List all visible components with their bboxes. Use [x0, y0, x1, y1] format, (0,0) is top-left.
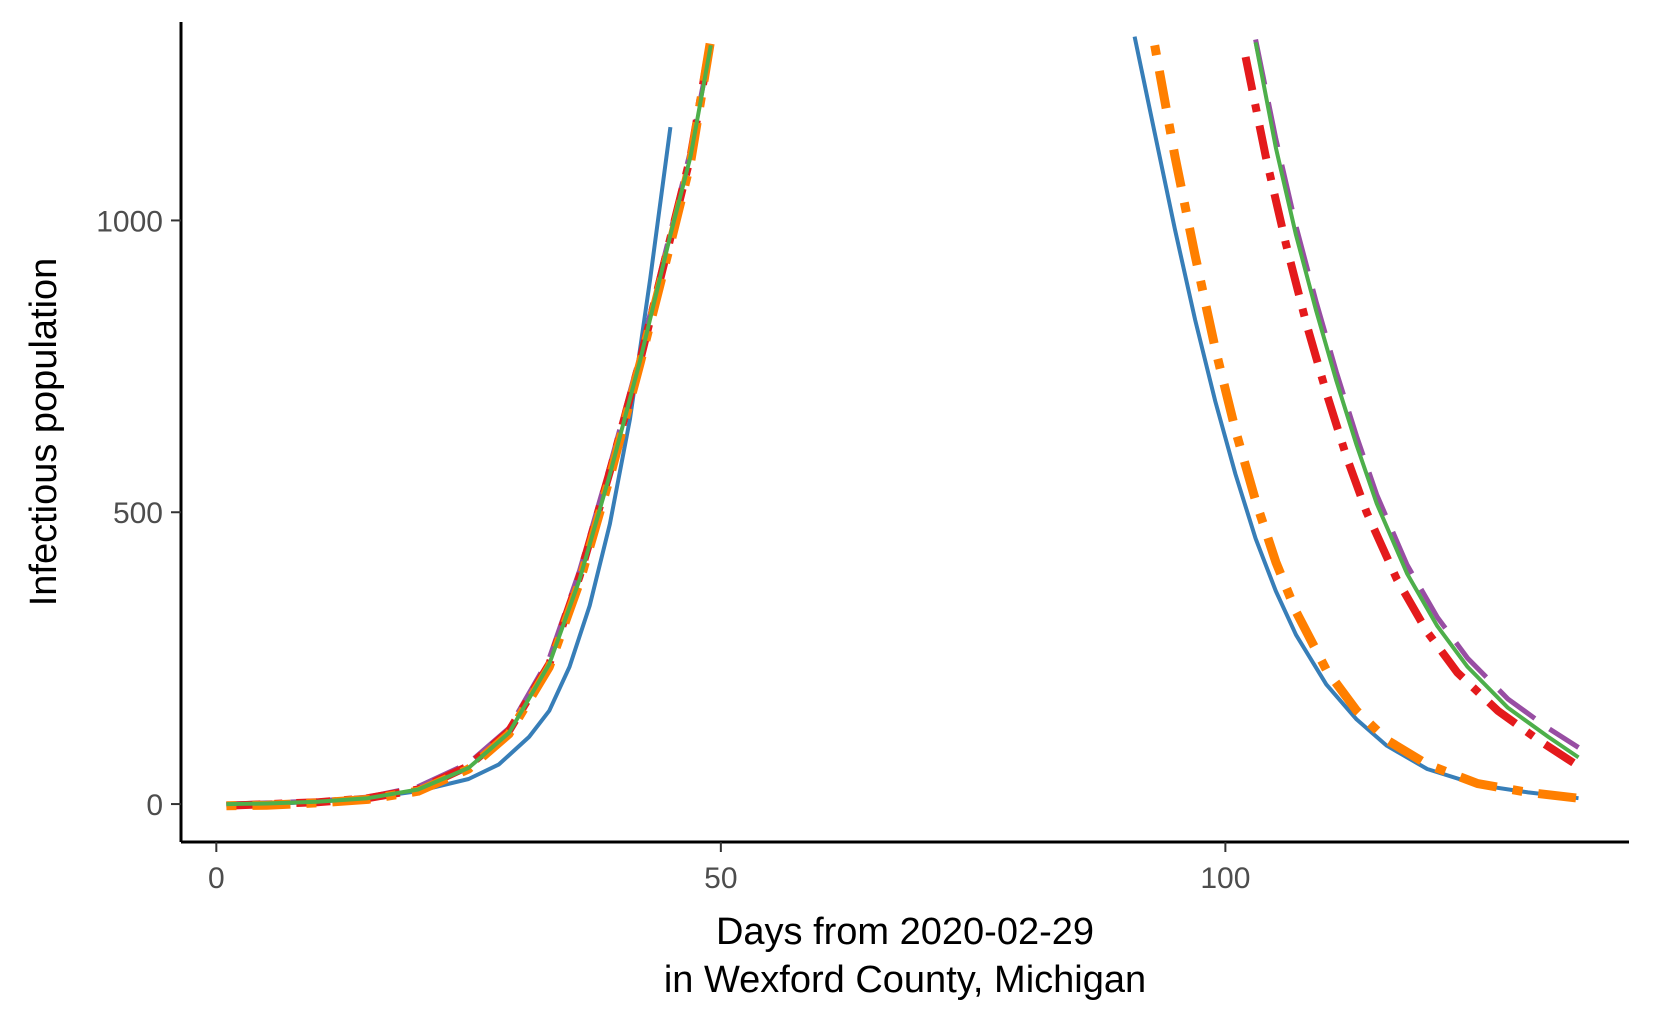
x-tick-label: 100	[1200, 862, 1250, 895]
series-3-line-segment-1	[226, 38, 715, 810]
x-tick-label: 0	[208, 862, 225, 895]
series-4-line-segment-1	[226, 38, 716, 811]
y-tick-label: 500	[113, 497, 163, 530]
series-layer	[226, 36, 1581, 811]
series-2-line-segment-2	[1253, 39, 1580, 750]
series-1-line-segment-2	[1132, 36, 1579, 801]
x-axis-title-line2: in Wexford County, Michigan	[664, 959, 1146, 1001]
series-5-line-segment-1	[226, 44, 713, 807]
y-tick-label: 1000	[96, 205, 163, 238]
x-axis-title-line1: Days from 2020-02-29	[716, 911, 1094, 953]
series-4-line-segment-2	[1150, 44, 1580, 803]
y-tick-label: 0	[146, 789, 163, 822]
series-1-line-segment-1	[226, 126, 673, 808]
series-3-line-segment-2	[1241, 56, 1581, 770]
x-tick-label: 50	[704, 862, 737, 895]
y-axis-title: Infectious population	[23, 258, 65, 607]
series-5-line-segment-2	[1253, 42, 1580, 760]
series-2-line-segment-1	[226, 44, 714, 807]
